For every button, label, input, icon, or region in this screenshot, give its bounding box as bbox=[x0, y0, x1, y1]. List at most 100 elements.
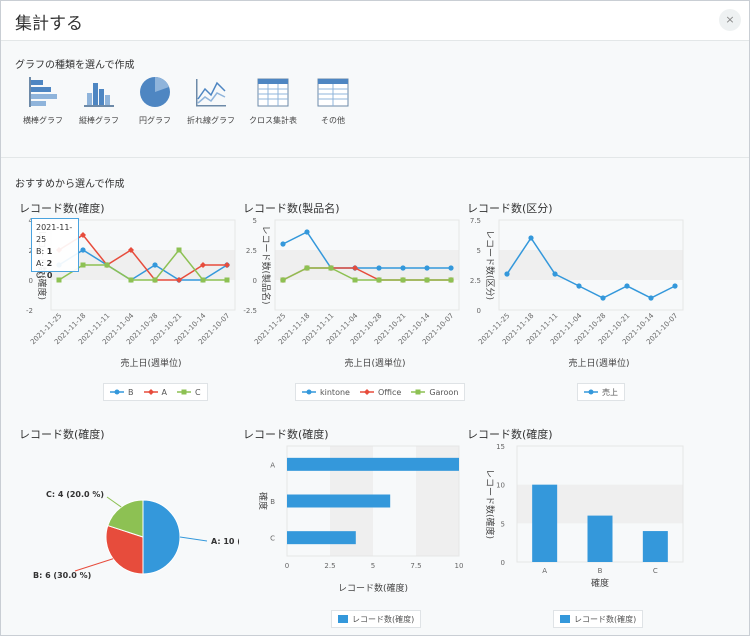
x-tick-label: B bbox=[598, 567, 603, 575]
legend-label: A bbox=[161, 387, 167, 397]
chart-type-crosstab[interactable]: クロス集計表 bbox=[245, 75, 301, 126]
chart-title: レコード数(確度) bbox=[467, 428, 553, 441]
series-line bbox=[506, 236, 676, 299]
chart-legend: レコード数(確度) bbox=[331, 610, 422, 628]
legend-item: kintone bbox=[302, 388, 350, 397]
dialog-header: 集計する × bbox=[1, 1, 749, 41]
data-point bbox=[304, 265, 310, 271]
tooltip-value: 1 bbox=[46, 247, 53, 256]
chart-type-pie[interactable]: 円グラフ bbox=[127, 75, 183, 126]
x-tick-label: 0 bbox=[285, 562, 289, 570]
data-point bbox=[80, 262, 86, 268]
data-point bbox=[424, 265, 430, 271]
chart-type-label: その他 bbox=[321, 116, 345, 125]
y-tick-label: A bbox=[270, 461, 275, 469]
tooltip-date: 2021-11-25 bbox=[36, 223, 73, 244]
legend-label: kintone bbox=[320, 387, 350, 397]
legend-item: 売上 bbox=[584, 387, 618, 398]
bar bbox=[587, 515, 613, 562]
tooltip-row-a: A: 2 bbox=[36, 258, 74, 270]
recommended-chart-6[interactable]: レコード数(確度) 0 5 10 15 A B C 確度 レコード数(確度) レコード数(確度) bbox=[463, 426, 687, 631]
pie-slice bbox=[142, 499, 181, 575]
legend-label: レコード数(確度) bbox=[352, 614, 415, 624]
legend-item: C bbox=[176, 388, 201, 397]
chart-title: レコード数(確度) bbox=[19, 428, 105, 441]
y-tick-label: C bbox=[270, 535, 275, 543]
legend-item: Garoon bbox=[411, 388, 458, 397]
dialog-title: 集計する bbox=[15, 14, 83, 34]
x-tick-label: 5 bbox=[371, 562, 375, 570]
chart-type-label: 円グラフ bbox=[139, 116, 171, 125]
data-point bbox=[176, 277, 182, 283]
data-point bbox=[328, 265, 334, 271]
pie-label: A: 10 (5 bbox=[211, 537, 239, 546]
legend-item: レコード数(確度) bbox=[560, 614, 636, 625]
chart-type-line[interactable]: 折れ線グラフ bbox=[183, 75, 239, 126]
chart-type-label: 横棒グラフ bbox=[23, 116, 63, 125]
chart-tooltip: 2021-11-25 B: 1 A: 2 C: 0 bbox=[31, 218, 79, 280]
data-point bbox=[376, 277, 382, 283]
pie-chart-icon bbox=[140, 77, 170, 107]
data-point bbox=[576, 283, 582, 289]
data-point bbox=[304, 229, 310, 235]
bar bbox=[642, 531, 668, 562]
data-point bbox=[424, 277, 430, 283]
y-tick-label: 5 bbox=[477, 247, 481, 255]
series-line bbox=[282, 231, 451, 269]
x-tick-label: C bbox=[653, 567, 658, 575]
chart-legend: kintone Office Garoon bbox=[295, 383, 466, 401]
chart-title: レコード数(確度) bbox=[19, 202, 105, 215]
x-tick-label: A bbox=[542, 567, 547, 575]
chart-type-other[interactable]: その他 bbox=[305, 75, 361, 126]
close-icon[interactable]: × bbox=[719, 9, 741, 31]
data-point bbox=[152, 277, 158, 283]
line-chart-plot: -20242021-11-252021-11-182021-11-112021-… bbox=[26, 217, 236, 369]
bar bbox=[287, 494, 391, 508]
recommended-chart-3[interactable]: レコード数(区分) 0 2.5 5 7.5 2021-11-25 2021-11-18 20… bbox=[463, 200, 687, 405]
data-point bbox=[352, 277, 358, 283]
data-point bbox=[624, 283, 630, 289]
y-tick-label: 0 bbox=[477, 307, 481, 315]
recommended-chart-5[interactable]: レコード数(確度) 0 2.5 5 7.5 10 A B C レコード数(確度) 確度 レコード数… bbox=[239, 426, 463, 631]
pie-leader-line bbox=[106, 496, 122, 508]
data-point bbox=[176, 247, 182, 253]
data-point bbox=[648, 295, 654, 301]
chart-type-horizontal-bar[interactable]: 横棒グラフ bbox=[15, 75, 71, 126]
plot-area bbox=[498, 219, 684, 311]
y-tick-label: 0 bbox=[29, 277, 33, 285]
y-axis-title: 確度 bbox=[257, 492, 269, 510]
x-axis-title: レコード数(確度) bbox=[338, 582, 408, 594]
data-point bbox=[200, 277, 206, 283]
legend-label: Garoon bbox=[429, 387, 459, 397]
y-tick-label: 15 bbox=[496, 443, 505, 451]
recommended-chart-1[interactable]: レコード数(確度) -20242021-11-252021-11-182021-… bbox=[15, 200, 239, 405]
series-line bbox=[58, 249, 228, 281]
x-tick-label: 10 bbox=[455, 562, 463, 570]
data-point bbox=[552, 271, 558, 277]
legend-label: 売上 bbox=[602, 387, 618, 397]
plot-area bbox=[274, 219, 460, 311]
data-point bbox=[504, 271, 510, 277]
legend-label: レコード数(確度) bbox=[574, 614, 637, 624]
chart-title: レコード数(確度) bbox=[243, 428, 329, 441]
y-tick-label: -2 bbox=[26, 307, 33, 315]
section-divider bbox=[1, 157, 749, 158]
recommended-chart-2[interactable]: レコード数(製品名) -2.5 0 2.5 5 2021-11-25 2021-11-18… bbox=[239, 200, 466, 405]
data-point bbox=[56, 277, 62, 283]
chart-type-vertical-bar[interactable]: 縦棒グラフ bbox=[71, 75, 127, 126]
x-axis-title: 売上日(週単位) bbox=[568, 357, 629, 369]
data-point bbox=[448, 277, 454, 283]
bar bbox=[287, 457, 459, 471]
data-point bbox=[80, 232, 86, 238]
y-axis-title: レコード数(確度) bbox=[484, 469, 496, 539]
data-point bbox=[400, 265, 406, 271]
recommended-chart-4[interactable]: レコード数(確度) A: 10 (5 B: 6 (30.0 %) C: 4 (20.… bbox=[15, 426, 239, 631]
bar bbox=[532, 484, 558, 562]
data-point bbox=[200, 262, 206, 268]
y-tick-label: 0 bbox=[501, 559, 505, 567]
legend-label: Office bbox=[377, 387, 402, 397]
y-tick-label: B bbox=[270, 498, 275, 506]
line-chart-plot: 02.557.52021-11-252021-11-182021-11-1120… bbox=[470, 217, 684, 369]
tooltip-key: A: bbox=[36, 259, 45, 268]
vertical-bar-chart-icon bbox=[84, 83, 114, 107]
